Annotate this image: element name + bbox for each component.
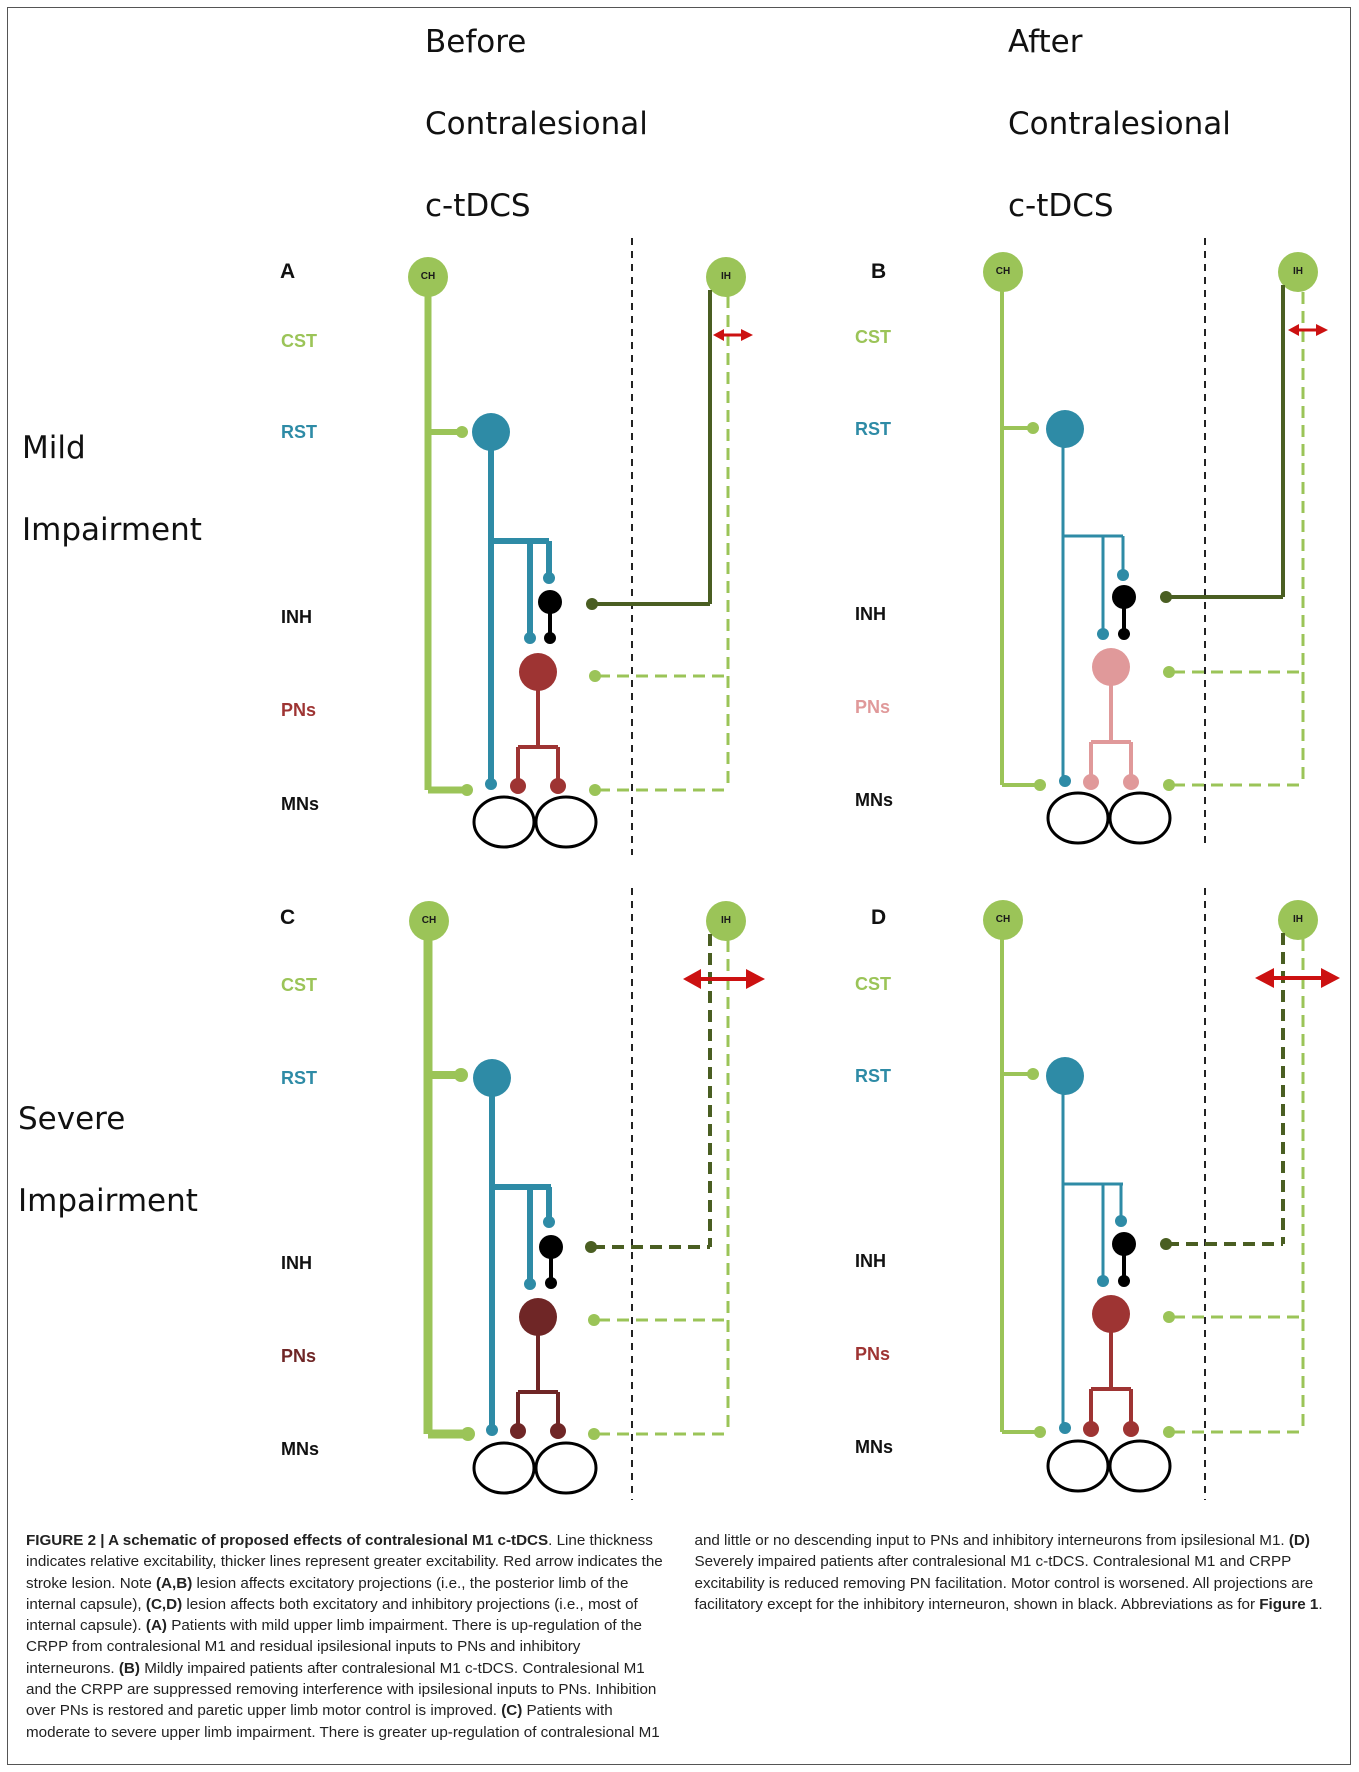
label-inh-c: INH (281, 1253, 312, 1273)
figure-frame (7, 7, 1351, 1765)
circuit-diagrams (408, 238, 1340, 1500)
label-inh-a: INH (281, 607, 312, 627)
header-before-line1: Before (425, 24, 527, 60)
label-cst-d: CST (855, 974, 891, 994)
label-rst-b: RST (855, 419, 891, 439)
label-rst-a: RST (281, 422, 317, 442)
panel-label-a: A (280, 260, 296, 283)
caption-text-1: . Line thickness indicates relative exci… (26, 1532, 663, 1592)
row-severe-line2: Impairment (18, 1183, 198, 1219)
panel-b-diagram (983, 252, 1328, 845)
panel-label-b: B (871, 260, 887, 283)
caption-text-7: Severely impaired patients after contral… (694, 1553, 1314, 1613)
panel-d-diagram (983, 900, 1340, 1493)
row-severe-line1: Severe (18, 1101, 126, 1137)
label-rst-c: RST (281, 1068, 317, 1088)
caption-text-3: lesion affects both excitatory and inhib… (26, 1595, 638, 1635)
figure-caption: FIGURE 2 | A schematic of proposed effec… (26, 1530, 1333, 1755)
header-after-line1: After (1008, 24, 1083, 60)
caption-text-4: Patients with mild upper limb impairment… (26, 1617, 642, 1677)
panel-c-diagram (409, 901, 765, 1495)
panel-label-d: D (871, 906, 887, 929)
label-cst-a: CST (281, 331, 317, 351)
panel-label-c: C (280, 906, 296, 929)
label-inh-b: INH (855, 604, 886, 624)
caption-ref-c: (C) (501, 1702, 523, 1720)
header-before-line3: c-tDCS (425, 188, 531, 224)
node-ih-b: IH (1293, 266, 1303, 277)
caption-ref-cd: (C,D) (145, 1595, 183, 1613)
header-before-line2: Contralesional (425, 106, 648, 142)
caption-text-2: lesion affects excitatory projections (i… (26, 1574, 629, 1613)
caption-text-5: Mildly impaired patients after contrales… (26, 1659, 657, 1720)
label-mns-a: MNs (281, 794, 320, 814)
label-pns-a: PNs (281, 700, 317, 720)
label-pns-d: PNs (855, 1344, 891, 1364)
label-cst-c: CST (281, 975, 317, 995)
label-cst-b: CST (855, 327, 891, 347)
row-mild-line1: Mild (22, 430, 86, 466)
node-ch-a: CH (420, 271, 436, 282)
label-rst-d: RST (855, 1066, 891, 1086)
label-mns-c: MNs (281, 1439, 320, 1459)
label-pns-c: PNs (281, 1346, 317, 1366)
node-ch-c: CH (421, 915, 437, 926)
caption-ref-figure1: Figure 1 (1259, 1595, 1319, 1613)
node-ch-b: CH (995, 266, 1011, 277)
caption-ref-ab: (A,B) (156, 1574, 193, 1592)
caption-text-8: . (1318, 1595, 1323, 1613)
row-mild-line2: Impairment (22, 512, 202, 548)
label-mns-d: MNs (855, 1437, 894, 1457)
panel-a-diagram (408, 257, 753, 849)
caption-columns: FIGURE 2 | A schematic of proposed effec… (26, 1530, 1333, 1755)
header-after-line3: c-tDCS (1008, 188, 1114, 224)
caption-ref-d: (D) (1288, 1532, 1310, 1549)
label-mns-b: MNs (855, 790, 894, 810)
node-ih-a: IH (721, 271, 731, 282)
caption-text-6: Patients with moderate to severe upper l… (26, 1532, 1289, 1741)
caption-ref-a: (A) (145, 1617, 167, 1635)
caption-title: FIGURE 2 | A schematic of proposed effec… (26, 1532, 549, 1549)
node-ih-d: IH (1293, 914, 1303, 925)
label-inh-d: INH (855, 1251, 886, 1271)
caption-ref-b: (B) (118, 1659, 140, 1677)
label-pns-b: PNs (855, 697, 891, 717)
node-ch-d: CH (995, 914, 1011, 925)
node-ih-c: IH (721, 915, 731, 926)
header-after-line2: Contralesional (1008, 106, 1231, 142)
